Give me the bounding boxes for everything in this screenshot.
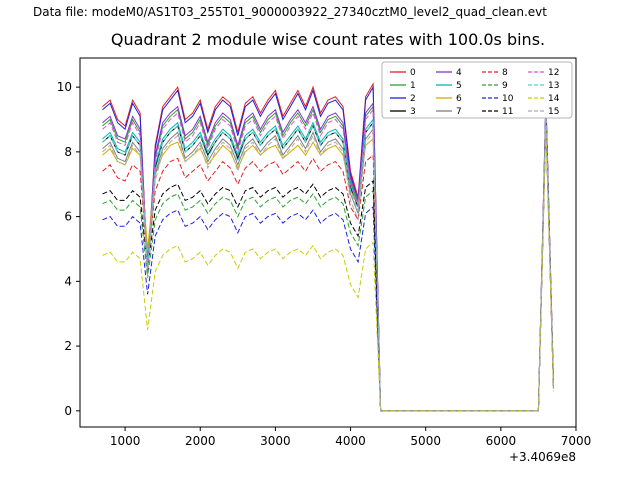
x-axis: 1000 2000 3000 4000 5000 6000 7000 [110, 427, 591, 448]
series-line-10 [102, 119, 554, 412]
legend-box [381, 61, 573, 119]
y-axis: 0 2 4 6 8 10 [57, 80, 80, 418]
series-line-14 [102, 125, 554, 412]
chart-title: Quadrant 2 module wise count rates with … [110, 30, 546, 49]
series-line-1 [102, 105, 554, 412]
legend-entry-1: 1 [410, 81, 416, 91]
x-tick-label: 1000 [110, 434, 141, 448]
y-tick-label: 6 [64, 210, 72, 224]
legend-entry-6: 6 [456, 94, 462, 104]
series-line-15 [102, 119, 554, 412]
series-line-6 [102, 116, 554, 412]
series-line-12 [102, 106, 554, 412]
series-line-7 [102, 119, 554, 412]
legend-entry-0: 0 [410, 68, 416, 78]
x-tick-label: 6000 [486, 434, 517, 448]
series-line-11 [102, 116, 554, 412]
series-line-3 [102, 112, 554, 412]
x-tick-label: 4000 [335, 434, 366, 448]
legend-entry-12: 12 [548, 68, 559, 78]
legend-entry-15: 15 [548, 107, 559, 117]
plot-frame [79, 57, 577, 428]
legend-entry-13: 13 [548, 81, 559, 91]
x-tick-label: 2000 [185, 434, 216, 448]
legend-entry-5: 5 [456, 81, 462, 91]
x-tick-label: 3000 [260, 434, 291, 448]
y-tick-label: 4 [64, 274, 72, 288]
y-tick-label: 8 [64, 145, 72, 159]
legend-entry-14: 14 [548, 94, 560, 104]
y-tick-label: 10 [57, 80, 72, 94]
y-tick-label: 2 [64, 339, 72, 353]
series-line-5 [102, 109, 554, 412]
legend-entry-9: 9 [502, 81, 508, 91]
legend-entry-8: 8 [502, 68, 508, 78]
x-axis-offset-label: +3.4069e8 [508, 450, 576, 464]
data-file-label: Data file: modeM0/AS1T03_255T01_90000039… [33, 5, 547, 19]
x-tick-label: 5000 [410, 434, 441, 448]
y-tick-label: 0 [64, 404, 72, 418]
series-line-8 [102, 122, 554, 412]
x-tick-label: 7000 [561, 434, 592, 448]
legend-entry-3: 3 [410, 107, 416, 117]
series-line-13 [102, 109, 554, 412]
legend-entry-10: 10 [502, 94, 514, 104]
legend-entry-7: 7 [456, 107, 462, 117]
legend-entry-2: 2 [410, 94, 416, 104]
legend-entry-11: 11 [502, 107, 513, 117]
series-line-4 [102, 101, 554, 412]
series-line-9 [102, 112, 554, 412]
legend-entry-4: 4 [456, 68, 462, 78]
